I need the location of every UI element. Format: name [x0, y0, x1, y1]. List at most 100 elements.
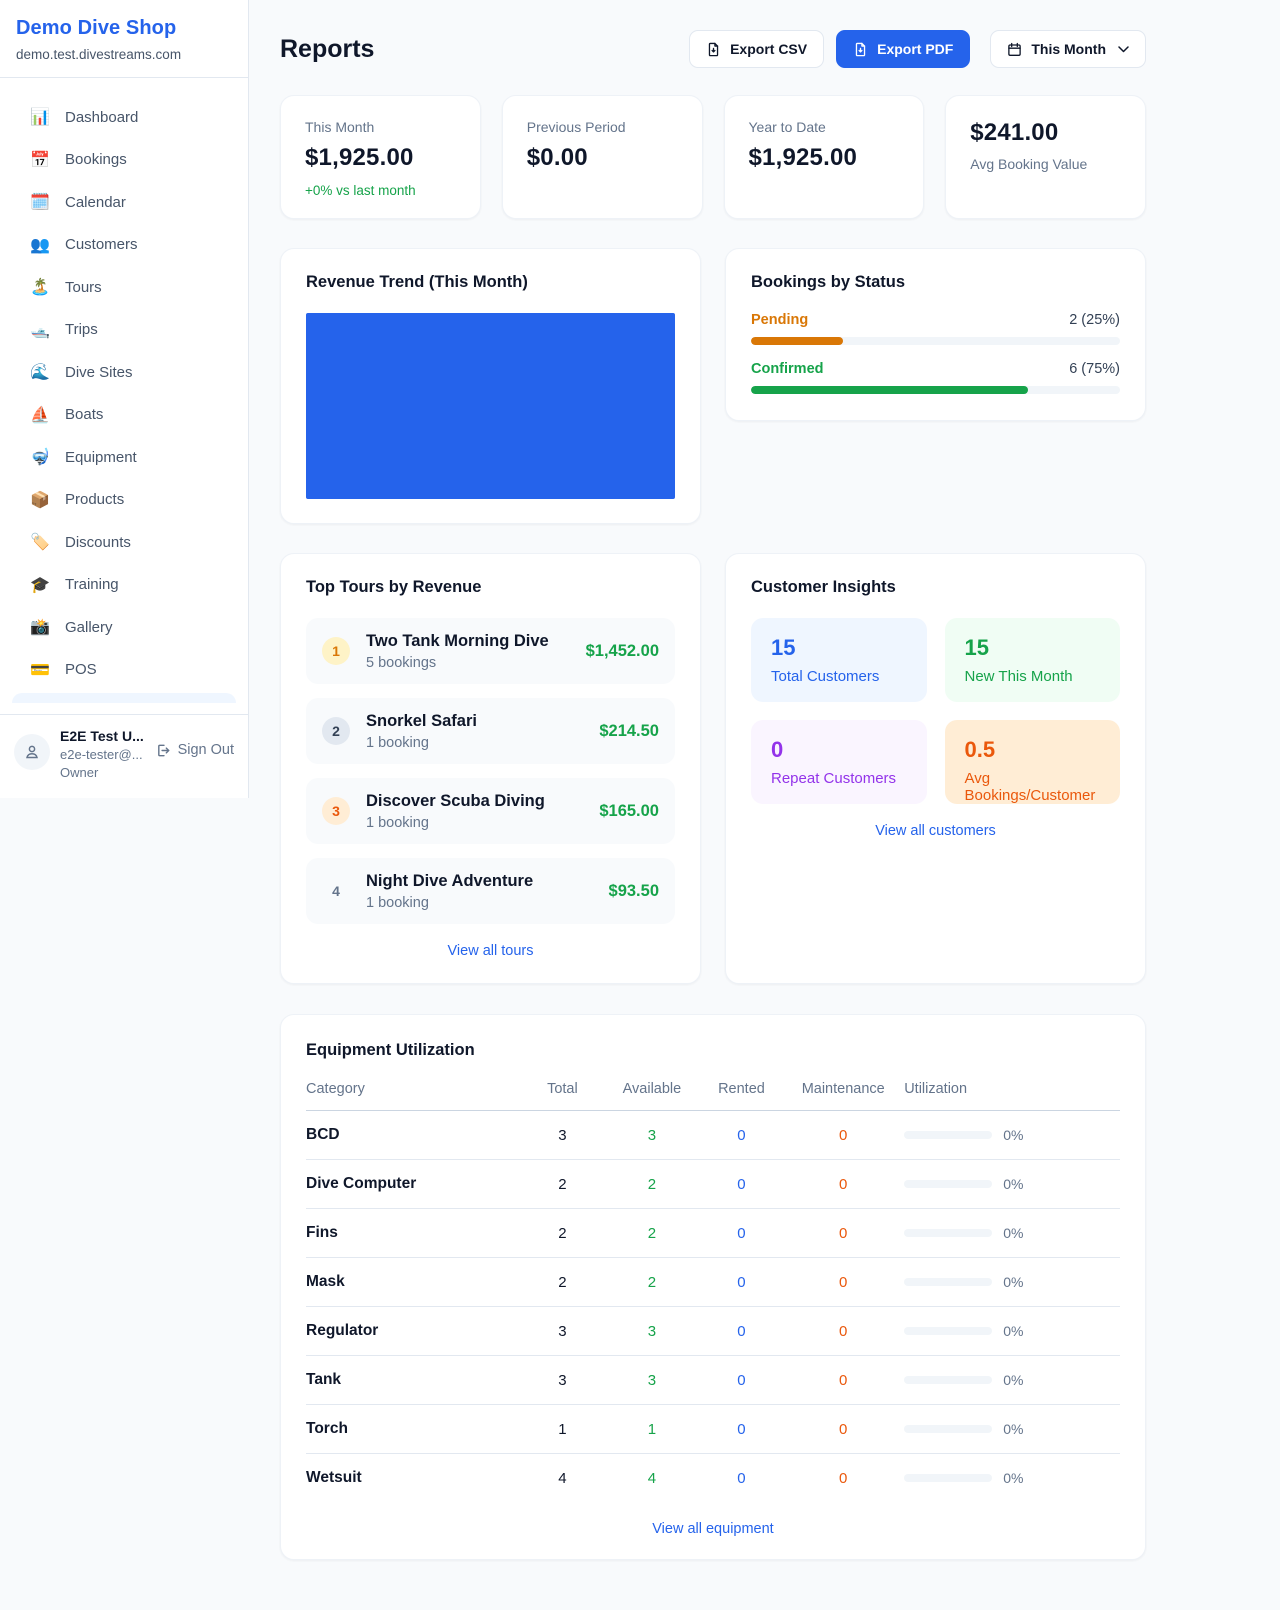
- sidebar-item-tours[interactable]: 🏝️ Tours: [12, 266, 236, 309]
- sign-out-button[interactable]: Sign Out: [156, 742, 234, 758]
- stat-card-previous-period: Previous Period $0.00: [501, 95, 703, 219]
- equipment-available: 2: [607, 1208, 697, 1258]
- export-pdf-button[interactable]: Export PDF: [836, 30, 971, 68]
- equipment-table: Category Total Available Rented Maintena…: [306, 1081, 1120, 1502]
- sidebar-item-discounts[interactable]: 🏷️ Discounts: [12, 521, 236, 564]
- rank-badge: 2: [322, 717, 350, 745]
- stat-label: Year to Date: [748, 119, 826, 135]
- tours-list: 1 Two Tank Morning Dive 5 bookings $1,45…: [306, 618, 675, 924]
- sidebar-item-calendar[interactable]: 🗓️ Calendar: [12, 181, 236, 224]
- sidebar-item-bookings[interactable]: 📅 Bookings: [12, 139, 236, 182]
- utilization-percent: 0%: [1003, 1323, 1024, 1339]
- utilization-progress-track: [904, 1327, 993, 1335]
- sidebar-item-equipment[interactable]: 🤿 Equipment: [12, 436, 236, 479]
- sidebar-item-training[interactable]: 🎓 Training: [12, 564, 236, 607]
- equipment-rented: 0: [696, 1404, 787, 1454]
- equipment-maintenance: 0: [786, 1257, 901, 1307]
- utilization-progress-track: [904, 1229, 993, 1237]
- user-panel: E2E Test U... e2e-tester@... Owner Sign …: [0, 714, 248, 798]
- tile-value: 15: [964, 635, 989, 660]
- sidebar-nav: 📊 Dashboard 📅 Bookings 🗓️ Calendar 👥 Custome…: [0, 78, 248, 714]
- bookings-by-status-card: Bookings by Status Pending 2 (25%) Confi…: [725, 248, 1146, 421]
- status-progress-track: [751, 386, 1120, 394]
- equipment-utilization-title: Equipment Utilization: [306, 1041, 475, 1059]
- equipment-available: 2: [607, 1159, 697, 1209]
- tile-label: Avg Bookings/Customer: [964, 770, 1096, 804]
- rank-badge: 3: [322, 797, 350, 825]
- column-header: Rented: [696, 1081, 787, 1111]
- shop-domain: demo.test.divestreams.com: [16, 47, 182, 62]
- stat-label: Previous Period: [526, 119, 626, 135]
- sidebar-item-label: Discounts: [65, 533, 131, 551]
- sidebar-item-pos[interactable]: 💳 POS: [12, 649, 236, 692]
- customer-insights-card: Customer Insights 15 Total Customers 15 …: [725, 553, 1146, 984]
- stat-value: $1,925.00: [748, 144, 858, 171]
- speedboat-icon: 🛥️: [30, 321, 50, 339]
- list-item: 1 Two Tank Morning Dive 5 bookings $1,45…: [306, 618, 675, 684]
- status-progress-fill: [751, 386, 1028, 394]
- sidebar-item-label: Products: [65, 491, 125, 509]
- column-header: Utilization: [900, 1081, 1120, 1111]
- tile-new-this-month: 15 New This Month: [944, 618, 1120, 702]
- equipment-rented: 0: [696, 1355, 787, 1405]
- sidebar-item-label: Customers: [65, 236, 138, 254]
- sidebar-item-boats[interactable]: ⛵ Boats: [12, 394, 236, 437]
- tour-name: Night Dive Adventure: [366, 871, 534, 890]
- equipment-rented: 0: [737, 1469, 746, 1487]
- view-all-customers-link[interactable]: View all customers: [875, 823, 996, 839]
- sidebar-item-gallery[interactable]: 📸 Gallery: [12, 606, 236, 649]
- revenue-trend-card: Revenue Trend (This Month): [280, 248, 701, 524]
- user-name: E2E Test U...: [60, 728, 144, 744]
- export-csv-button[interactable]: Export CSV: [689, 30, 825, 68]
- sidebar-item-label: Gallery: [65, 618, 113, 636]
- equipment-category: Fins: [306, 1208, 518, 1258]
- tour-name: Snorkel Safari: [366, 711, 477, 730]
- header-actions: Export CSV Export PDF This Month: [689, 30, 1146, 68]
- credit-card-icon: 💳: [30, 661, 50, 679]
- status-count: 6 (75%): [1069, 361, 1120, 377]
- equipment-rented: 0: [696, 1110, 787, 1160]
- tour-bookings: 1 booking: [366, 814, 429, 831]
- equipment-total: 3: [517, 1110, 608, 1160]
- equipment-category: Dive Computer: [306, 1159, 518, 1209]
- tour-name: Two Tank Morning Dive: [366, 631, 549, 650]
- sidebar-item-trips[interactable]: 🛥️ Trips: [12, 309, 236, 352]
- insight-tiles: 15 Total Customers 15 New This Month 0 R…: [751, 618, 1120, 804]
- sidebar-item-customers[interactable]: 👥 Customers: [12, 224, 236, 267]
- equipment-total: 2: [517, 1257, 608, 1307]
- period-dropdown[interactable]: This Month: [990, 30, 1146, 68]
- utilization-progress-track: [904, 1474, 993, 1482]
- sidebar: Demo Dive Shop demo.test.divestreams.com…: [0, 0, 249, 798]
- top-tours-card: Top Tours by Revenue 1 Two Tank Morning …: [280, 553, 701, 984]
- sailboat-icon: ⛵: [30, 406, 50, 424]
- avatar: [14, 734, 50, 770]
- tour-revenue: $214.50: [599, 721, 659, 740]
- tile-value: 15: [771, 635, 796, 660]
- tour-bookings: 1 booking: [366, 894, 429, 911]
- equipment-category: Regulator: [306, 1306, 518, 1356]
- stat-value: $241.00: [970, 119, 1059, 146]
- equipment-rented: 0: [696, 1208, 787, 1258]
- utilization-progress-track: [904, 1278, 993, 1286]
- equipment-available: 3: [607, 1306, 697, 1356]
- status-label: Pending: [751, 312, 809, 328]
- equipment-utilization: 0%: [900, 1454, 1120, 1503]
- view-all-tours-link[interactable]: View all tours: [447, 943, 534, 959]
- insights-row: Top Tours by Revenue 1 Two Tank Morning …: [280, 553, 1146, 984]
- sidebar-item-reports-active-partial[interactable]: [12, 693, 236, 703]
- tour-revenue: $1,452.00: [585, 641, 659, 660]
- stat-delta: +0% vs last month: [305, 183, 416, 198]
- view-all-equipment-link[interactable]: View all equipment: [652, 1521, 774, 1537]
- tour-bookings: 5 bookings: [366, 654, 437, 671]
- equipment-total: 2: [517, 1159, 608, 1209]
- equipment-utilization: 0%: [900, 1159, 1120, 1209]
- utilization-percent: 0%: [1003, 1225, 1024, 1241]
- sidebar-item-dashboard[interactable]: 📊 Dashboard: [12, 96, 236, 139]
- sidebar-item-products[interactable]: 📦 Products: [12, 479, 236, 522]
- equipment-maintenance: 0: [786, 1159, 901, 1209]
- bar-chart-icon: 📊: [30, 109, 50, 127]
- equipment-maintenance: 0: [839, 1469, 848, 1487]
- sidebar-item-dive-sites[interactable]: 🌊 Dive Sites: [12, 351, 236, 394]
- stats-row: This Month $1,925.00 +0% vs last month P…: [280, 95, 1146, 219]
- equipment-maintenance: 0: [786, 1208, 901, 1258]
